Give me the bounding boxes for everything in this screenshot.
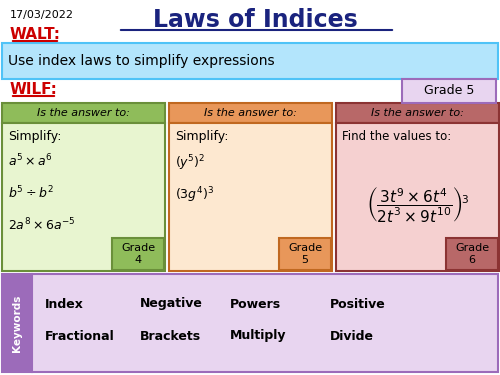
Text: Grade
4: Grade 4 [121, 243, 155, 265]
Text: Divide: Divide [330, 330, 374, 342]
Text: $(3g^4)^3$: $(3g^4)^3$ [175, 185, 214, 205]
Text: $(y^5)^2$: $(y^5)^2$ [175, 153, 206, 173]
Text: Simplify:: Simplify: [175, 130, 229, 143]
Text: Index: Index [45, 297, 84, 310]
Text: Use index laws to simplify expressions: Use index laws to simplify expressions [8, 54, 274, 68]
Text: Is the answer to:: Is the answer to: [371, 108, 464, 118]
Text: Simplify:: Simplify: [8, 130, 62, 143]
Text: Find the values to:: Find the values to: [342, 130, 451, 143]
FancyBboxPatch shape [279, 238, 331, 270]
Text: $b^5 \div b^2$: $b^5 \div b^2$ [8, 185, 54, 202]
Text: Positive: Positive [330, 297, 386, 310]
Text: $a^5 \times a^6$: $a^5 \times a^6$ [8, 153, 52, 170]
Text: Laws of Indices: Laws of Indices [152, 8, 358, 32]
FancyBboxPatch shape [446, 238, 498, 270]
Text: $\left(\dfrac{3t^9 \times 6t^4}{2t^3 \times 9t^{10}}\right)^{\!3}$: $\left(\dfrac{3t^9 \times 6t^4}{2t^3 \ti… [366, 186, 469, 225]
Text: Grade
5: Grade 5 [288, 243, 322, 265]
Text: Powers: Powers [230, 297, 281, 310]
FancyBboxPatch shape [2, 43, 498, 79]
FancyBboxPatch shape [2, 103, 165, 123]
Text: Keywords: Keywords [12, 294, 22, 352]
FancyBboxPatch shape [402, 79, 496, 103]
Text: WALT:: WALT: [10, 27, 61, 42]
FancyBboxPatch shape [32, 274, 498, 372]
Text: Fractional: Fractional [45, 330, 115, 342]
Text: Multiply: Multiply [230, 330, 286, 342]
FancyBboxPatch shape [2, 274, 32, 372]
Text: $2a^8 \times 6a^{-5}$: $2a^8 \times 6a^{-5}$ [8, 217, 76, 234]
Text: Brackets: Brackets [140, 330, 201, 342]
FancyBboxPatch shape [169, 103, 332, 123]
FancyBboxPatch shape [169, 123, 332, 271]
Text: Grade 5: Grade 5 [424, 84, 474, 98]
FancyBboxPatch shape [336, 123, 499, 271]
Text: Grade
6: Grade 6 [455, 243, 489, 265]
Text: WILF:: WILF: [10, 82, 58, 97]
FancyBboxPatch shape [336, 103, 499, 123]
Text: Is the answer to:: Is the answer to: [37, 108, 130, 118]
FancyBboxPatch shape [2, 123, 165, 271]
Text: Is the answer to:: Is the answer to: [204, 108, 297, 118]
FancyBboxPatch shape [112, 238, 164, 270]
Text: 17/03/2022: 17/03/2022 [10, 10, 74, 20]
Text: Negative: Negative [140, 297, 203, 310]
